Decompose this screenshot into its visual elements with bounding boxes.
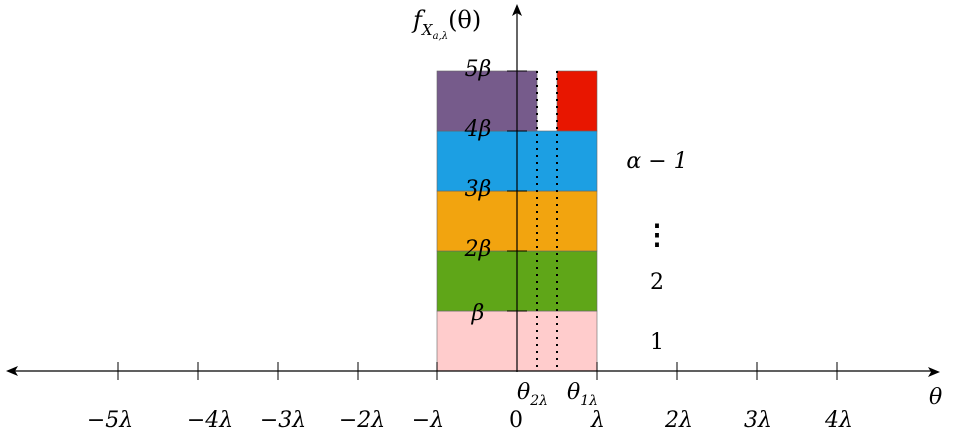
x-tick-label: 2λ	[664, 408, 693, 433]
x-tick-label: −λ	[412, 408, 444, 433]
x-tick-label: −5λ	[87, 408, 133, 433]
y-tick-label: 4β	[464, 117, 492, 142]
x-axis-label: θ	[929, 385, 942, 410]
y-tick-label: β	[471, 301, 485, 326]
x-tick-label: 4λ	[824, 408, 853, 433]
x-tick-label: −2λ	[339, 408, 385, 433]
x-tick-label: λ	[590, 408, 605, 433]
x-tick-label: 0	[509, 408, 523, 433]
x-axis-left-arrow	[6, 366, 18, 376]
layer-label-1: 1	[650, 330, 664, 355]
layer-5-left-block	[436, 70, 538, 132]
y-tick-marks	[507, 70, 527, 312]
theta1-marker-label: θ1λ	[567, 380, 598, 409]
layer-label-2: 2	[650, 270, 664, 295]
y-axis-arrow	[512, 4, 522, 16]
layer-5-right-block	[556, 70, 598, 132]
x-tick-labels: −5λ −4λ −3λ −2λ −λ 0 λ 2λ 3λ 4λ	[87, 408, 853, 433]
x-tick-marks	[117, 362, 838, 380]
x-axis-right-arrow	[928, 367, 940, 377]
layer-label-alpha-minus-1: α − 1	[626, 149, 687, 174]
y-tick-labels: β 2β 3β 4β 5β	[464, 57, 492, 326]
y-axis-label: fXa,λ(θ)	[411, 6, 481, 42]
y-tick-label: 5β	[465, 57, 492, 82]
theta2-marker-label: θ2λ	[517, 380, 548, 409]
x-tick-label: −4λ	[187, 408, 233, 433]
x-tick-label: 3λ	[744, 408, 772, 433]
layer-label-ellipsis: ⋮	[643, 218, 671, 251]
x-tick-label: −3λ	[260, 408, 306, 433]
y-tick-label: 3β	[465, 177, 492, 202]
y-tick-label: 2β	[464, 237, 492, 262]
